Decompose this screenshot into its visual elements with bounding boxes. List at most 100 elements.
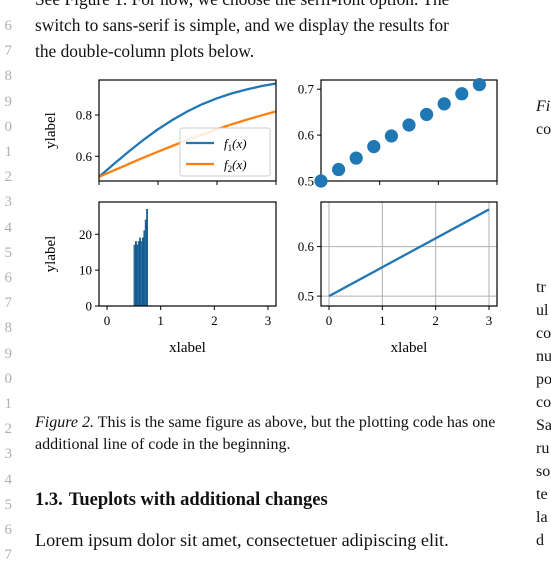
legend-entry-main: f bbox=[224, 136, 230, 151]
legend-entry-tail: (x) bbox=[232, 136, 246, 151]
line-number: 1 bbox=[4, 396, 13, 412]
right-column-text-fragment: ru bbox=[536, 440, 550, 457]
legend-entry-main: f bbox=[224, 157, 230, 172]
series-line-1 bbox=[98, 82, 277, 178]
line-number: 4 bbox=[4, 471, 13, 488]
y-tick-label: 0.5 bbox=[298, 174, 314, 189]
x-axis-label: xlabel bbox=[391, 340, 428, 356]
scatter-point bbox=[420, 107, 434, 122]
line-number: 4 bbox=[4, 219, 13, 236]
x-tick-label: 1 bbox=[379, 313, 386, 328]
line-number: 2 bbox=[4, 421, 13, 438]
y-tick-label: 0.8 bbox=[76, 108, 92, 123]
line-number: 1 bbox=[4, 144, 13, 160]
legend-entry: f2(x) bbox=[224, 157, 247, 174]
x-tick-label: 2 bbox=[432, 313, 439, 328]
x-tick-label: 3 bbox=[486, 313, 493, 328]
subplot-bottom-right: 0.5 0.6 0 1 2 3 xlabel bbox=[298, 201, 498, 356]
line-number: 9 bbox=[4, 93, 13, 110]
legend-entry-subscript: 1 bbox=[228, 143, 233, 153]
figure-caption-text: This is the same figure as above, but th… bbox=[35, 414, 496, 453]
x-tick-label: 0 bbox=[326, 313, 333, 328]
line-number: 8 bbox=[4, 320, 13, 337]
right-column-text-fragment: po bbox=[536, 371, 551, 388]
right-column-caption-fragment: Fi bbox=[536, 98, 551, 115]
right-column-text-fragment: d bbox=[536, 532, 544, 549]
right-column-text-fragment: la bbox=[536, 509, 548, 526]
line-number: 6 bbox=[4, 270, 13, 286]
line-number: 6 bbox=[4, 18, 13, 34]
legend: f1(x)f2(x) bbox=[179, 127, 271, 177]
scatter-point bbox=[332, 162, 346, 177]
line-number: 2 bbox=[4, 169, 13, 186]
legend-entry: f1(x) bbox=[224, 136, 247, 153]
right-column-text-fragment: te bbox=[536, 486, 548, 503]
y-tick-label: 0.6 bbox=[298, 128, 315, 143]
y-tick-label: 0.5 bbox=[298, 289, 314, 304]
right-column-text-fragment: Sa bbox=[536, 417, 551, 434]
intro-line-2: switch to sans-serif is simple, and we d… bbox=[35, 15, 449, 35]
axes-frame bbox=[320, 201, 498, 307]
y-tick-label: 20 bbox=[79, 227, 92, 242]
scatter-point bbox=[472, 77, 486, 92]
right-column-text-fragment: tr bbox=[536, 279, 546, 296]
histogram-bar bbox=[140, 241, 143, 307]
intro-line-1: See Figure 1. For now, we choose the ser… bbox=[35, 0, 449, 9]
axes-frame bbox=[98, 79, 277, 182]
line-number: 9 bbox=[4, 345, 13, 362]
histogram-bar bbox=[137, 241, 140, 307]
x-tick-label: 1 bbox=[157, 313, 164, 328]
intro-paragraph: See Figure 1. For now, we choose the ser… bbox=[35, 0, 505, 64]
histogram-bar bbox=[143, 230, 146, 307]
x-tick-label: 0 bbox=[104, 313, 111, 328]
line-number: 0 bbox=[4, 370, 13, 387]
y-tick-label: 0.6 bbox=[76, 149, 93, 164]
intro-line-3: the double-column plots below. bbox=[35, 41, 255, 61]
scatter-point bbox=[314, 174, 328, 188]
right-column-text-fragment: co bbox=[536, 394, 551, 411]
scatter-point bbox=[384, 129, 398, 143]
histogram-bar bbox=[142, 237, 144, 307]
right-column-caption-fragment: co bbox=[536, 121, 551, 138]
right-column-fragment: Fi co tr ul co nu po co Sa ru so te la d bbox=[536, 0, 551, 550]
line-number: 7 bbox=[4, 43, 13, 60]
right-column-text-fragment: co bbox=[536, 325, 551, 342]
scatter-point bbox=[455, 87, 469, 101]
legend-entry-subscript: 2 bbox=[228, 164, 233, 174]
right-column-text-fragment: so bbox=[536, 463, 551, 480]
histogram-bar bbox=[146, 208, 149, 307]
axes-frame bbox=[320, 79, 498, 182]
scatter-point bbox=[437, 97, 451, 111]
x-axis-label: xlabel bbox=[169, 340, 206, 356]
histogram-bar bbox=[136, 244, 139, 307]
line-number: 5 bbox=[4, 244, 13, 261]
subplot-bottom-left: 0 10 20 0 1 2 3 ylabel xlabel bbox=[43, 201, 277, 356]
histogram-bar bbox=[135, 241, 137, 307]
y-axis-label: ylabel bbox=[43, 236, 59, 273]
scatter-point bbox=[349, 151, 363, 165]
section-title: Tueplots with additional changes bbox=[68, 490, 328, 510]
figure-caption-label: Figure 2. bbox=[35, 414, 94, 431]
line-number: 6 bbox=[4, 522, 13, 538]
body-paragraph: Lorem ipsum dolor sit amet, consectetuer… bbox=[35, 530, 449, 550]
line-number: 5 bbox=[4, 496, 13, 513]
x-tick-label: 2 bbox=[211, 313, 218, 328]
line-number: 0 bbox=[4, 118, 13, 135]
scatter-point bbox=[367, 139, 381, 154]
y-tick-label: 0.7 bbox=[298, 82, 315, 97]
line-number: 8 bbox=[4, 68, 13, 85]
subplot-top-right: 0.5 0.6 0.7 bbox=[298, 77, 498, 189]
section-heading: 1.3. Tueplots with additional changes bbox=[35, 490, 328, 511]
axes-frame bbox=[98, 201, 277, 307]
histogram-bar bbox=[133, 244, 136, 307]
figure-caption: Figure 2. This is the same figure as abo… bbox=[35, 412, 505, 456]
y-tick-label: 10 bbox=[79, 263, 92, 278]
line-number: 3 bbox=[4, 194, 13, 211]
line-number: 7 bbox=[4, 295, 13, 312]
right-column-text-fragment: ul bbox=[536, 302, 549, 319]
line-number: 3 bbox=[4, 446, 13, 463]
section-number: 1.3. bbox=[35, 490, 63, 510]
